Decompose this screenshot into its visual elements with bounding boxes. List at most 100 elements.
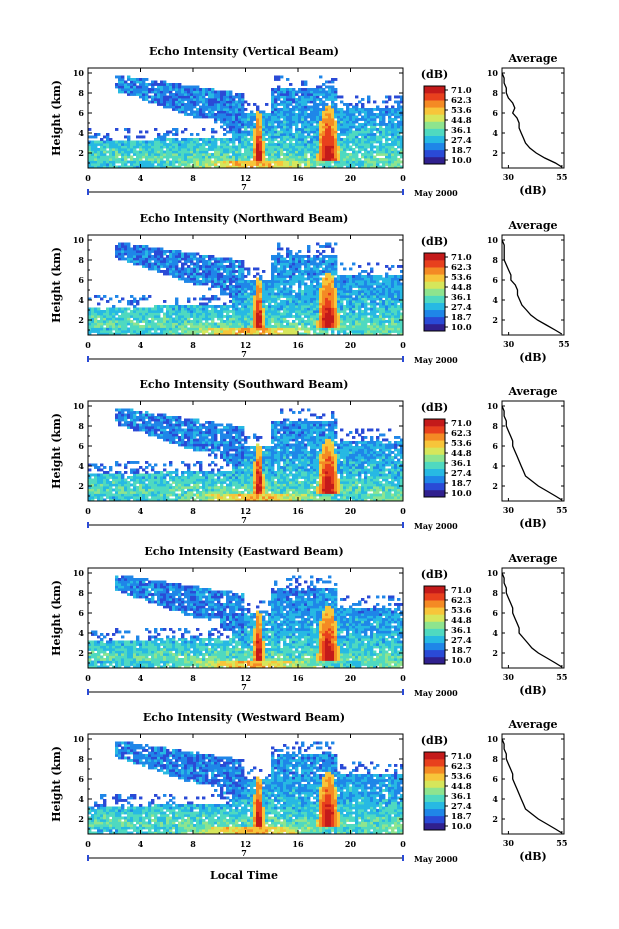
heatmap-cell bbox=[274, 275, 278, 278]
heatmap-cell bbox=[157, 325, 161, 328]
heatmap-cell bbox=[286, 305, 290, 308]
heatmap-cell bbox=[385, 145, 389, 149]
heatmap-cell bbox=[328, 300, 332, 303]
heatmap-cell bbox=[370, 130, 374, 134]
heatmap-cell bbox=[265, 150, 269, 154]
heatmap-cell bbox=[247, 322, 251, 326]
heatmap-cell bbox=[160, 98, 164, 101]
heatmap-cell bbox=[310, 287, 314, 291]
heatmap-cell bbox=[346, 275, 350, 278]
heatmap-cell bbox=[280, 267, 284, 271]
heatmap-cell bbox=[115, 83, 119, 86]
heatmap-cell bbox=[208, 325, 212, 328]
heatmap-cell bbox=[223, 305, 227, 308]
heatmap-cell bbox=[193, 320, 197, 323]
heatmap-cell bbox=[289, 123, 293, 126]
heatmap-cell bbox=[394, 150, 398, 154]
heatmap-cell bbox=[199, 255, 203, 258]
heatmap-cell bbox=[256, 118, 260, 121]
heatmap-cell bbox=[226, 287, 230, 291]
heatmap-cell bbox=[214, 100, 218, 104]
heatmap-cell bbox=[349, 292, 353, 296]
heatmap-cell bbox=[127, 140, 131, 144]
heatmap-cell bbox=[187, 105, 191, 109]
heatmap-cell bbox=[313, 158, 317, 161]
heatmap-cell bbox=[118, 322, 122, 326]
heatmap-cell bbox=[244, 322, 248, 326]
heatmap-cell bbox=[328, 305, 332, 308]
heatmap-cell bbox=[271, 108, 275, 111]
heatmap-cell bbox=[142, 150, 146, 154]
heatmap-cell bbox=[289, 160, 293, 164]
heatmap-cell bbox=[205, 150, 209, 154]
heatmap-cell bbox=[241, 115, 245, 119]
heatmap-cell bbox=[226, 305, 230, 308]
heatmap-cell bbox=[211, 98, 215, 101]
heatmap-cell bbox=[232, 150, 236, 154]
heatmap-cell bbox=[142, 83, 146, 86]
heatmap-cell bbox=[331, 133, 335, 136]
heatmap-cell bbox=[100, 330, 104, 333]
heatmap-cell bbox=[340, 120, 344, 124]
heatmap-cell bbox=[226, 315, 230, 318]
heatmap-cell bbox=[124, 327, 128, 331]
heatmap-cell bbox=[259, 140, 263, 144]
heatmap-cell bbox=[238, 153, 242, 156]
heatmap-cell bbox=[277, 75, 281, 79]
heatmap-cell bbox=[127, 242, 131, 246]
heatmap-cell bbox=[313, 130, 317, 134]
heatmap-cell bbox=[160, 88, 164, 91]
heatmap-cell bbox=[157, 307, 161, 311]
heatmap-cell bbox=[262, 140, 266, 144]
heatmap-cell bbox=[265, 153, 269, 156]
heatmap-cell bbox=[247, 140, 251, 144]
heatmap-cell bbox=[205, 310, 209, 313]
heatmap-cell bbox=[142, 260, 146, 263]
heatmap-cell bbox=[229, 160, 233, 164]
heatmap-cell bbox=[358, 287, 362, 291]
heatmap-cell bbox=[187, 275, 191, 278]
heatmap-cell bbox=[337, 150, 341, 154]
heatmap-cell bbox=[286, 155, 290, 159]
heatmap-cell bbox=[283, 108, 287, 111]
heatmap-cell bbox=[295, 310, 299, 313]
heatmap-cell bbox=[274, 110, 278, 114]
heatmap-cell bbox=[124, 332, 128, 336]
heatmap-cell bbox=[256, 312, 260, 316]
heatmap-cell bbox=[325, 93, 329, 96]
heatmap-cell bbox=[289, 108, 293, 111]
heatmap-cell bbox=[142, 295, 146, 298]
heatmap-cell bbox=[289, 285, 293, 288]
heatmap-cell bbox=[274, 88, 278, 91]
heatmap-cell bbox=[397, 113, 401, 116]
heatmap-cell bbox=[259, 275, 263, 278]
heatmap-cell bbox=[223, 327, 227, 331]
heatmap-cell bbox=[172, 93, 176, 96]
heatmap-cell bbox=[220, 158, 224, 161]
heatmap-cell bbox=[373, 275, 377, 278]
heatmap-cell bbox=[256, 322, 260, 326]
heatmap-cell bbox=[202, 310, 206, 313]
heatmap-cell bbox=[343, 330, 347, 333]
heatmap-cell bbox=[274, 257, 278, 261]
heatmap-cell bbox=[283, 327, 287, 331]
heatmap-cell bbox=[343, 155, 347, 159]
heatmap-cell bbox=[343, 312, 347, 316]
heatmap-cell bbox=[250, 310, 254, 313]
heatmap-cell bbox=[193, 265, 197, 268]
heatmap-cell bbox=[346, 165, 350, 169]
heatmap-cell bbox=[190, 140, 194, 144]
heatmap-cell bbox=[298, 128, 302, 131]
heatmap-cell bbox=[370, 322, 374, 326]
heatmap-cell bbox=[151, 332, 155, 336]
heatmap-cell bbox=[304, 325, 308, 328]
heatmap-cell bbox=[370, 297, 374, 301]
heatmap-cell bbox=[322, 100, 326, 104]
heatmap-cell bbox=[277, 255, 281, 258]
heatmap-cell bbox=[355, 103, 359, 106]
heatmap-cell bbox=[346, 158, 350, 161]
heatmap-cell bbox=[382, 145, 386, 149]
heatmap-cell bbox=[382, 280, 386, 283]
heatmap-cell bbox=[235, 103, 239, 106]
heatmap-cell bbox=[391, 302, 395, 306]
